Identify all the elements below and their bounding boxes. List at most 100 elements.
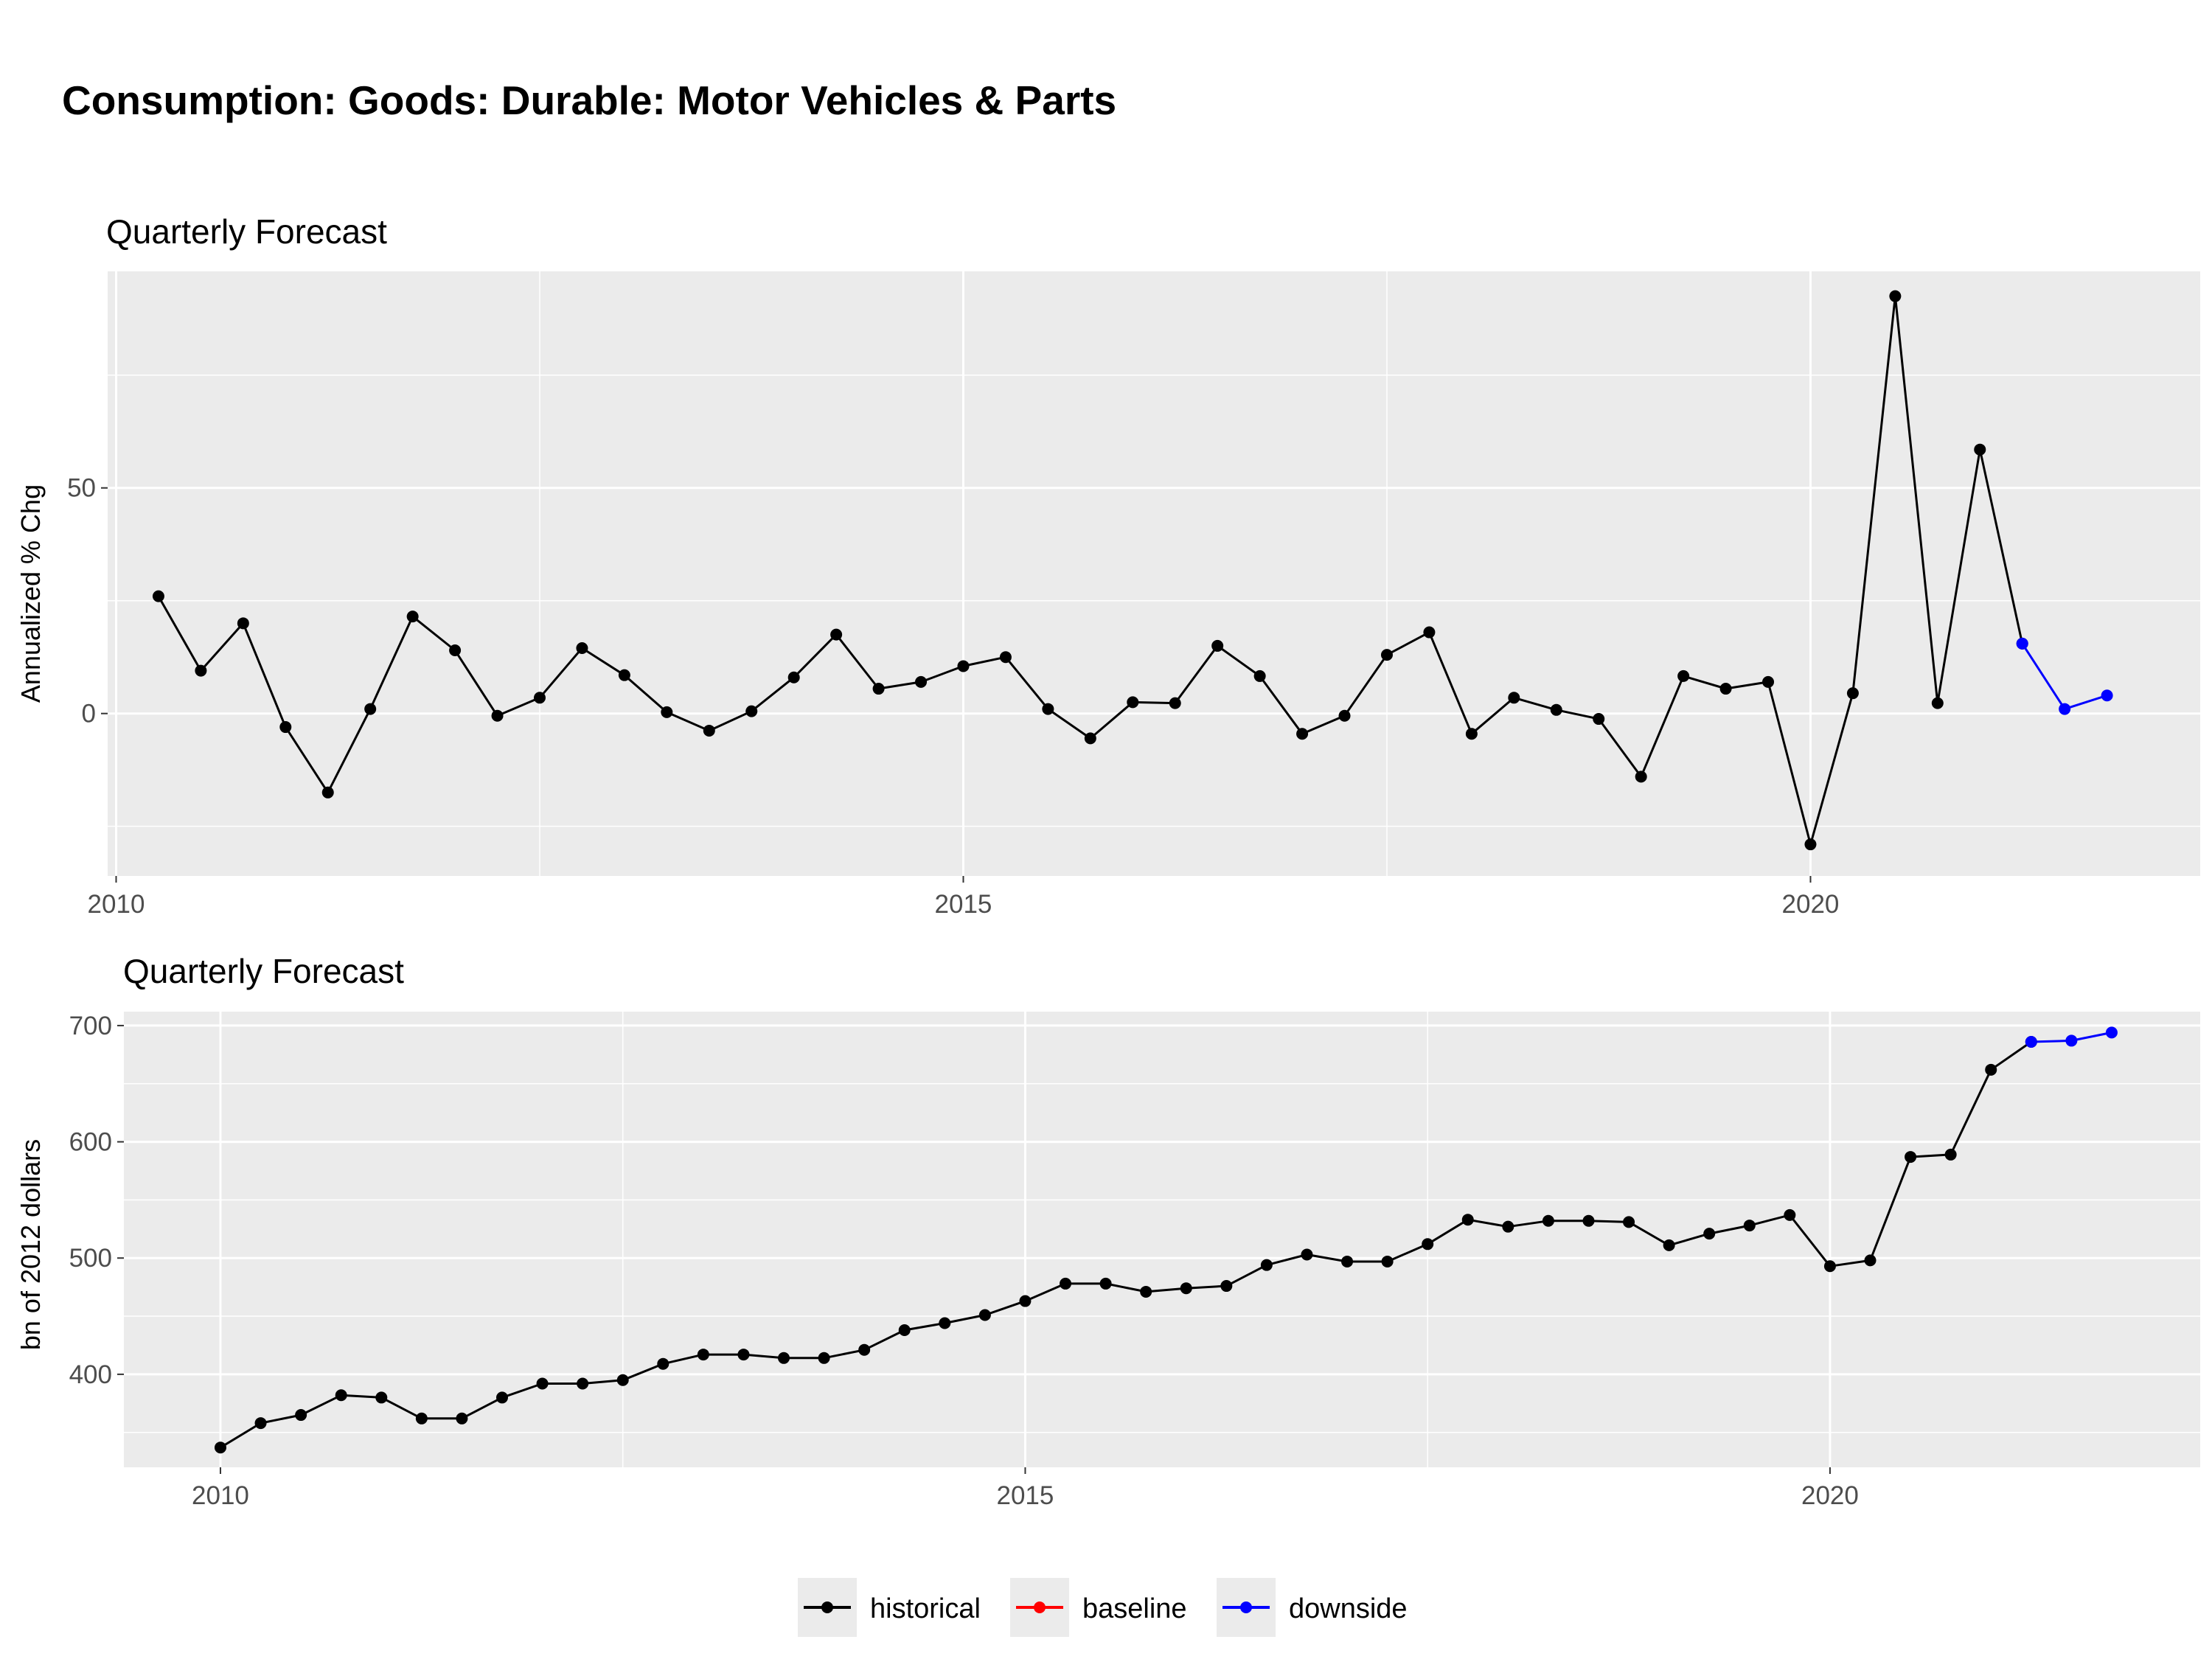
panel2-data-point-historical [1985, 1063, 1997, 1076]
panel1-data-point-historical [1889, 290, 1902, 302]
panel1-data-point-historical [1931, 697, 1944, 709]
panel2-data-point-historical [1099, 1277, 1112, 1290]
panel1-data-point-historical [1635, 771, 1647, 783]
panel1-data-point-historical [1211, 639, 1224, 652]
panel1-data-point-historical [1593, 713, 1605, 726]
panel1-data-point-downside [2059, 703, 2071, 715]
panel2-data-point-historical [1301, 1248, 1313, 1261]
panel2-data-point-historical [1180, 1282, 1192, 1295]
panel1-data-point-historical [1974, 443, 1986, 456]
panel2-data-point-historical [335, 1389, 347, 1402]
panel2-data-point-historical [375, 1391, 388, 1404]
panel2-data-point-historical [254, 1417, 267, 1430]
panel2-data-point-historical [657, 1357, 669, 1370]
panel2-data-point-historical [456, 1412, 468, 1425]
panel1-data-point-historical [1169, 697, 1181, 709]
panel2-x-tick-label: 2015 [997, 1481, 1054, 1510]
panel2-data-point-historical [818, 1352, 830, 1364]
panel2-data-point-historical [295, 1409, 307, 1422]
panel2-series-line-historical [220, 1040, 2032, 1449]
panel2-data-point-historical [1823, 1260, 1836, 1273]
panel2-x-tick-label: 2020 [1801, 1481, 1859, 1510]
panel2-data-point-historical [1905, 1151, 1917, 1164]
panel2-data-point-historical [1341, 1255, 1354, 1267]
legend: historical baseline downside [798, 1578, 1408, 1637]
panel1-data-point-historical [533, 692, 546, 704]
panel2-data-point-historical [898, 1324, 911, 1336]
panel1-data-point-historical [1804, 838, 1817, 851]
panel2-data-point-historical [415, 1412, 428, 1425]
panel2-data-point-downside [2105, 1026, 2118, 1039]
panel1-data-point-historical [1084, 732, 1096, 745]
panel1-data-point-historical [1465, 728, 1478, 740]
panel2-data-point-historical [978, 1309, 991, 1321]
legend-key-baseline-point [1034, 1601, 1046, 1613]
panel2-y-axis-label: bn of 2012 dollars [15, 1139, 46, 1350]
panel1-data-point-historical [1508, 692, 1520, 704]
panel-percent-change: Quarterly Forecast Annualized % Chg 2010… [15, 212, 2200, 919]
panel1-y-tick-label: 50 [67, 474, 96, 503]
panel1-data-point-historical [661, 706, 673, 718]
panel2-data-point-historical [1582, 1214, 1595, 1227]
panel2-x-tick-label: 2010 [192, 1481, 249, 1510]
panel1-data-point-historical [745, 705, 758, 717]
panel1-data-point-historical [830, 628, 843, 641]
panel1-data-point-historical [1338, 709, 1351, 722]
panel1-data-point-historical [1719, 683, 1732, 695]
panel1-data-point-historical [237, 617, 249, 630]
panel1-data-point-historical [1042, 703, 1054, 715]
panel2-data-point-historical [1019, 1295, 1032, 1307]
panel2-data-point-historical [1422, 1238, 1434, 1251]
panel1-data-point-historical [491, 709, 504, 722]
panel2-data-point-historical [858, 1343, 871, 1356]
panel1-data-point-historical [915, 675, 928, 688]
panel2-data-point-historical [1864, 1254, 1877, 1267]
panel2-data-point-historical [1260, 1259, 1273, 1271]
panel2-plot-background [124, 1012, 2200, 1467]
panel2-data-point-historical [778, 1352, 790, 1364]
panel1-data-point-historical [1762, 675, 1775, 688]
panel2-data-point-downside [2065, 1034, 2078, 1047]
legend-label-baseline: baseline [1082, 1593, 1187, 1624]
panel1-data-point-historical [1127, 696, 1139, 709]
panel1-data-point-historical [1846, 687, 1859, 700]
panel1-data-point-historical [1296, 728, 1309, 740]
panel2-y-tick-label: 700 [69, 1012, 112, 1040]
panel1-data-point-historical [1550, 703, 1562, 716]
panel2-data-point-historical [1220, 1280, 1233, 1293]
panel2-data-point-historical [1663, 1239, 1675, 1251]
panel1-y-axis-label: Annualized % Chg [15, 484, 46, 703]
panel2-data-point-historical [214, 1441, 226, 1454]
panel1-data-point-downside [2016, 637, 2028, 650]
panel1-data-point-historical [787, 671, 800, 684]
panel1-y-tick-label: 0 [82, 700, 96, 728]
panel1-subtitle: Quarterly Forecast [106, 212, 387, 251]
panel2-y-tick-label: 500 [69, 1244, 112, 1273]
panel1-data-point-historical [406, 611, 419, 623]
panel1-data-point-historical [1423, 626, 1436, 639]
panel2-data-point-historical [495, 1391, 508, 1404]
panel1-data-point-historical [576, 641, 588, 654]
panel2-data-point-historical [1743, 1220, 1756, 1232]
panel1-data-point-historical [999, 651, 1012, 664]
panel1-data-point-downside [2101, 689, 2113, 702]
panel1-data-point-historical [1253, 669, 1266, 682]
panel2-data-point-historical [737, 1349, 750, 1361]
panel2-data-point-historical [1944, 1148, 1957, 1161]
panel1-data-point-historical [1380, 649, 1393, 661]
panel1-plot-background [108, 271, 2200, 876]
panel2-data-point-historical [1060, 1277, 1072, 1290]
panel2-data-point-historical [1623, 1216, 1635, 1228]
panel1-data-point-historical [449, 644, 462, 657]
panel1-x-tick-label: 2015 [935, 890, 992, 919]
panel2-data-point-historical [1461, 1214, 1474, 1226]
panel1-x-tick-label: 2010 [88, 890, 145, 919]
panel1-data-point-historical [1677, 669, 1690, 682]
panel1-data-point-historical [195, 664, 207, 677]
panel2-data-point-historical [577, 1377, 589, 1390]
panel1-x-tick-label: 2020 [1782, 890, 1840, 919]
panel2-subtitle: Quarterly Forecast [123, 952, 404, 990]
panel2-data-point-historical [1381, 1255, 1394, 1267]
legend-label-historical: historical [870, 1593, 981, 1624]
